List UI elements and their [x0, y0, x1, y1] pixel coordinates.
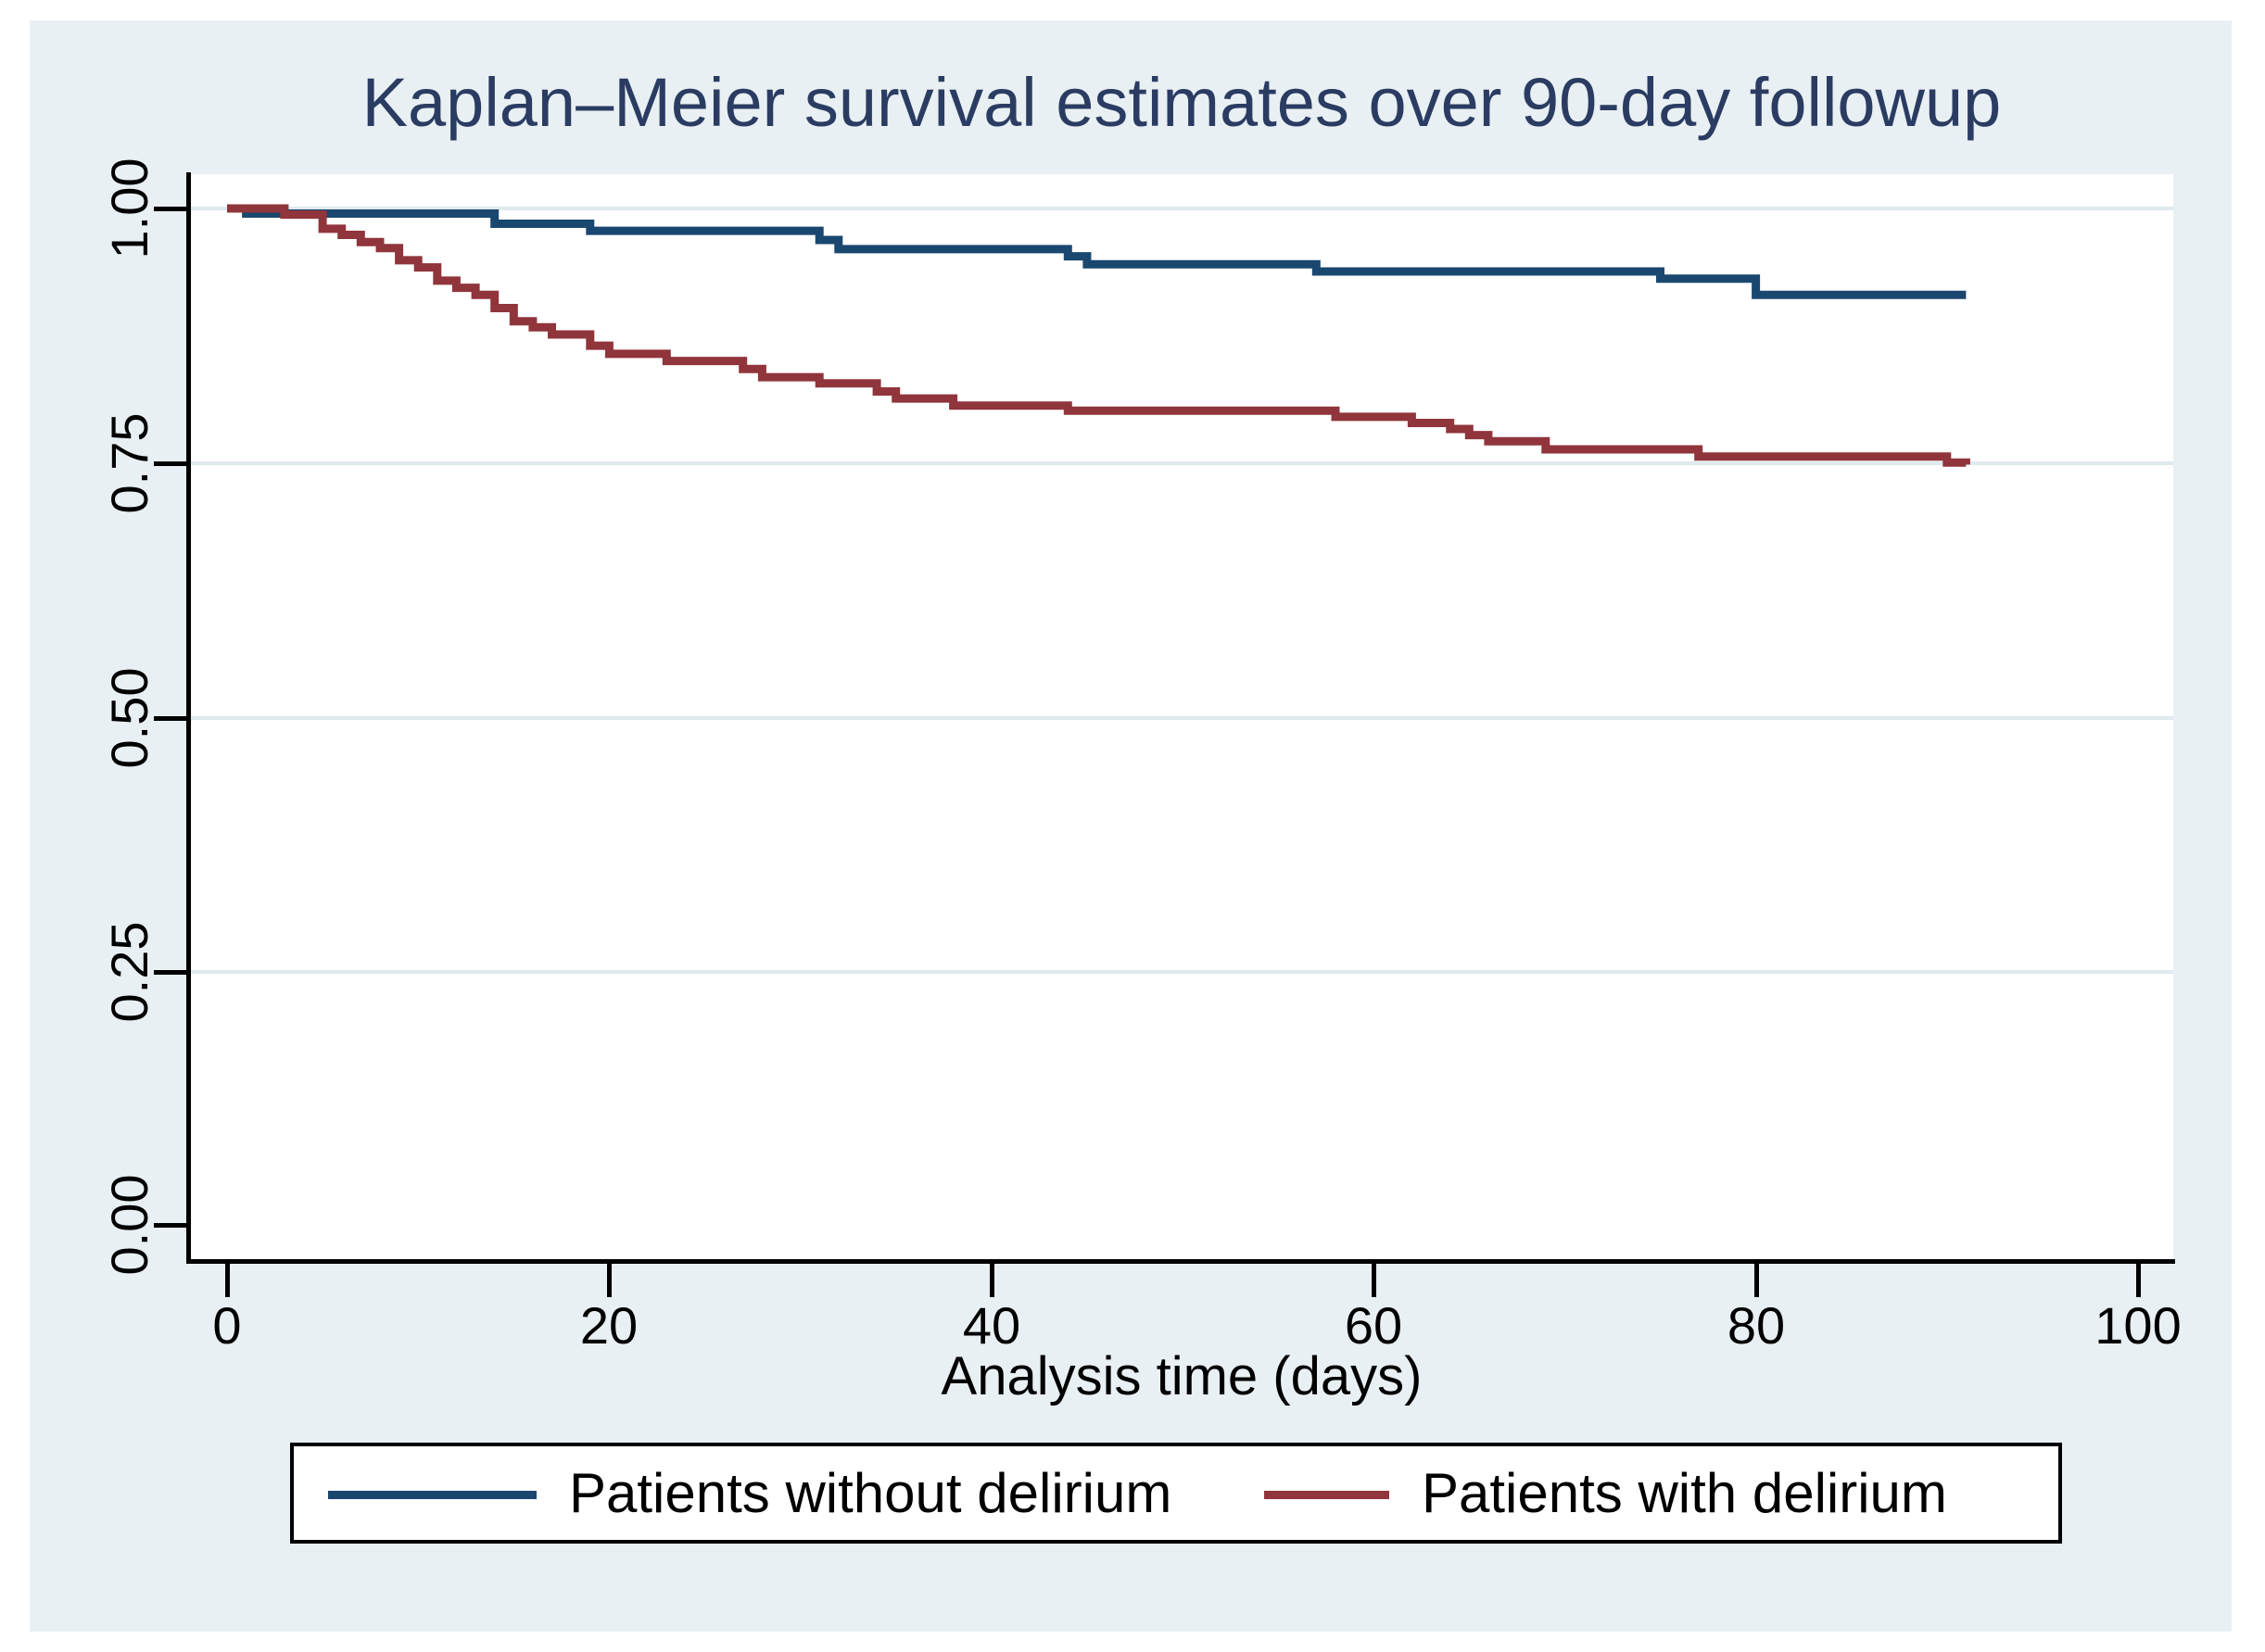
x-tick-0	[225, 1264, 230, 1297]
x-tick-label-40: 40	[962, 1296, 1021, 1355]
x-tick-40	[990, 1264, 994, 1297]
y-tick-0.00	[154, 1223, 187, 1228]
x-axis-title: Analysis time (days)	[941, 1346, 1423, 1406]
y-tick-label-0.50: 0.50	[100, 667, 158, 769]
chart-title: Kaplan–Meier survival estimates over 90-…	[361, 64, 2002, 141]
y-tick-label-0.75: 0.75	[100, 412, 158, 514]
legend-label-without-delirium: Patients without delirium	[569, 1462, 1172, 1524]
x-tick-100	[2136, 1264, 2141, 1297]
legend-line-with-delirium	[1264, 1491, 1389, 1499]
x-tick-20	[607, 1264, 612, 1297]
legend-line-without-delirium	[328, 1491, 537, 1499]
gridline-1.00	[190, 207, 2173, 210]
y-tick-1.00	[154, 207, 187, 211]
x-tick-label-80: 80	[1727, 1296, 1786, 1355]
x-tick-label-60: 60	[1344, 1296, 1403, 1355]
x-tick-60	[1372, 1264, 1376, 1297]
y-tick-label-0.25: 0.25	[100, 921, 158, 1023]
y-tick-label-0.00: 0.00	[100, 1174, 158, 1276]
gridline-0.25	[190, 970, 2173, 974]
y-tick-0.25	[154, 970, 187, 975]
y-tick-0.75	[154, 461, 187, 466]
x-tick-label-100: 100	[2094, 1296, 2182, 1355]
x-axis-line	[186, 1259, 2175, 1264]
y-tick-0.50	[154, 716, 187, 721]
gridline-0.75	[190, 461, 2173, 465]
y-axis-line	[186, 172, 191, 1264]
x-tick-label-20: 20	[579, 1296, 639, 1355]
y-tick-label-1.00: 1.00	[100, 158, 158, 259]
x-tick-80	[1754, 1264, 1759, 1297]
gridline-0.50	[190, 716, 2173, 720]
legend-label-with-delirium: Patients with delirium	[1422, 1462, 1947, 1524]
legend: Patients without delirium Patients with …	[290, 1443, 2062, 1544]
x-tick-label-0: 0	[212, 1296, 242, 1355]
